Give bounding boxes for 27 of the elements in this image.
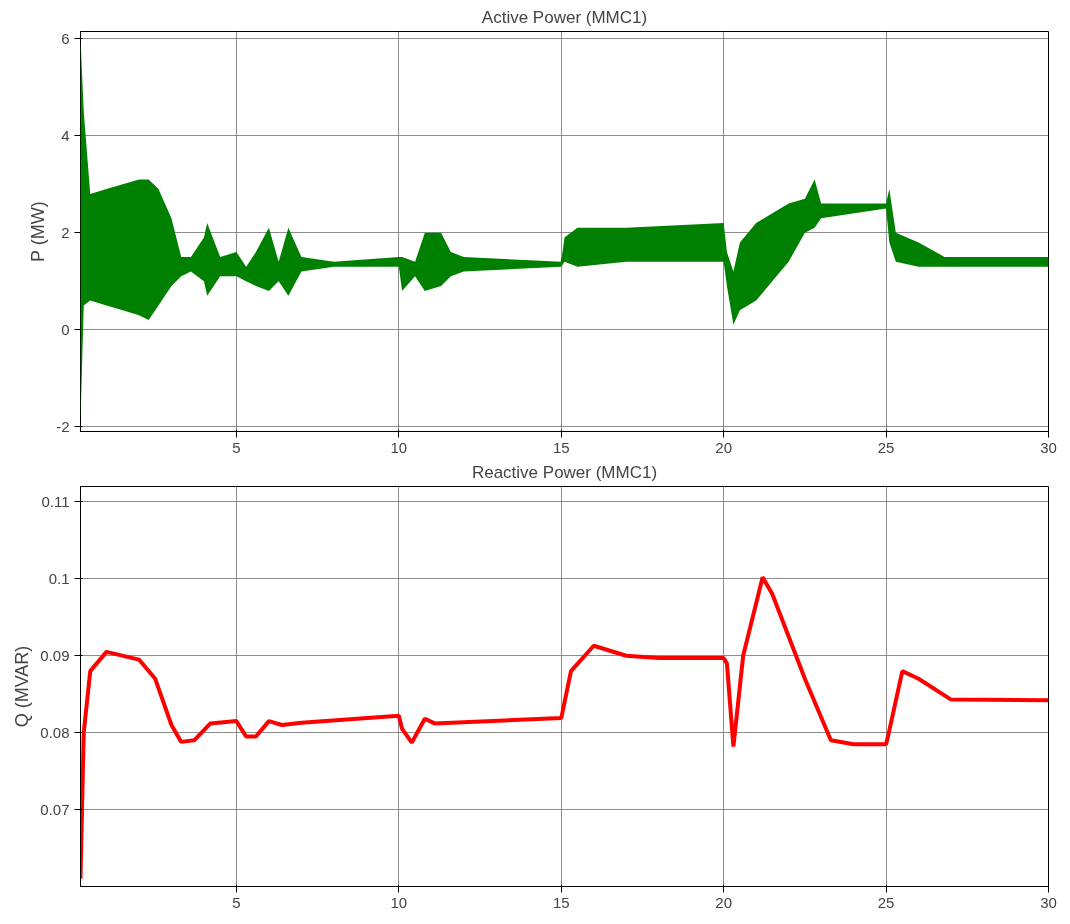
x-tick-label: 30 (1040, 438, 1057, 456)
y-tick-label: 0.1 (48, 569, 70, 587)
x-tick-label: 20 (715, 893, 733, 911)
x-tick-label: 25 (877, 893, 895, 911)
x-tick-label: 10 (390, 438, 408, 456)
x-tick-label: 10 (390, 893, 408, 911)
x-tick-label: 15 (552, 438, 570, 456)
x-tick-label: 30 (1040, 893, 1057, 911)
x-tick-label: 25 (877, 438, 895, 456)
y-axis-title: P (MW) (28, 201, 49, 262)
y-tick-label: 0.07 (40, 800, 70, 818)
y-tick-label: 0 (61, 320, 70, 338)
y-tick-label: -2 (56, 417, 70, 435)
y-tick-label: 0.09 (40, 646, 70, 664)
y-tick-label: 0.08 (40, 723, 70, 741)
y-tick-label: 0.11 (41, 492, 70, 510)
x-tick-label: 20 (715, 438, 733, 456)
chart-title: Reactive Power (MMC1) (471, 462, 658, 482)
y-axis-title: Q (MVAR) (12, 645, 33, 728)
x-tick-label: 15 (552, 893, 570, 911)
x-tick-label: 5 (232, 893, 241, 911)
x-tick-label: 5 (232, 438, 241, 456)
line-series (80, 575, 1049, 881)
chart-title: Active Power (MMC1) (481, 7, 648, 27)
y-tick-label: 2 (61, 223, 70, 241)
y-tick-label: 4 (61, 126, 70, 144)
y-tick-label: 6 (61, 29, 70, 47)
